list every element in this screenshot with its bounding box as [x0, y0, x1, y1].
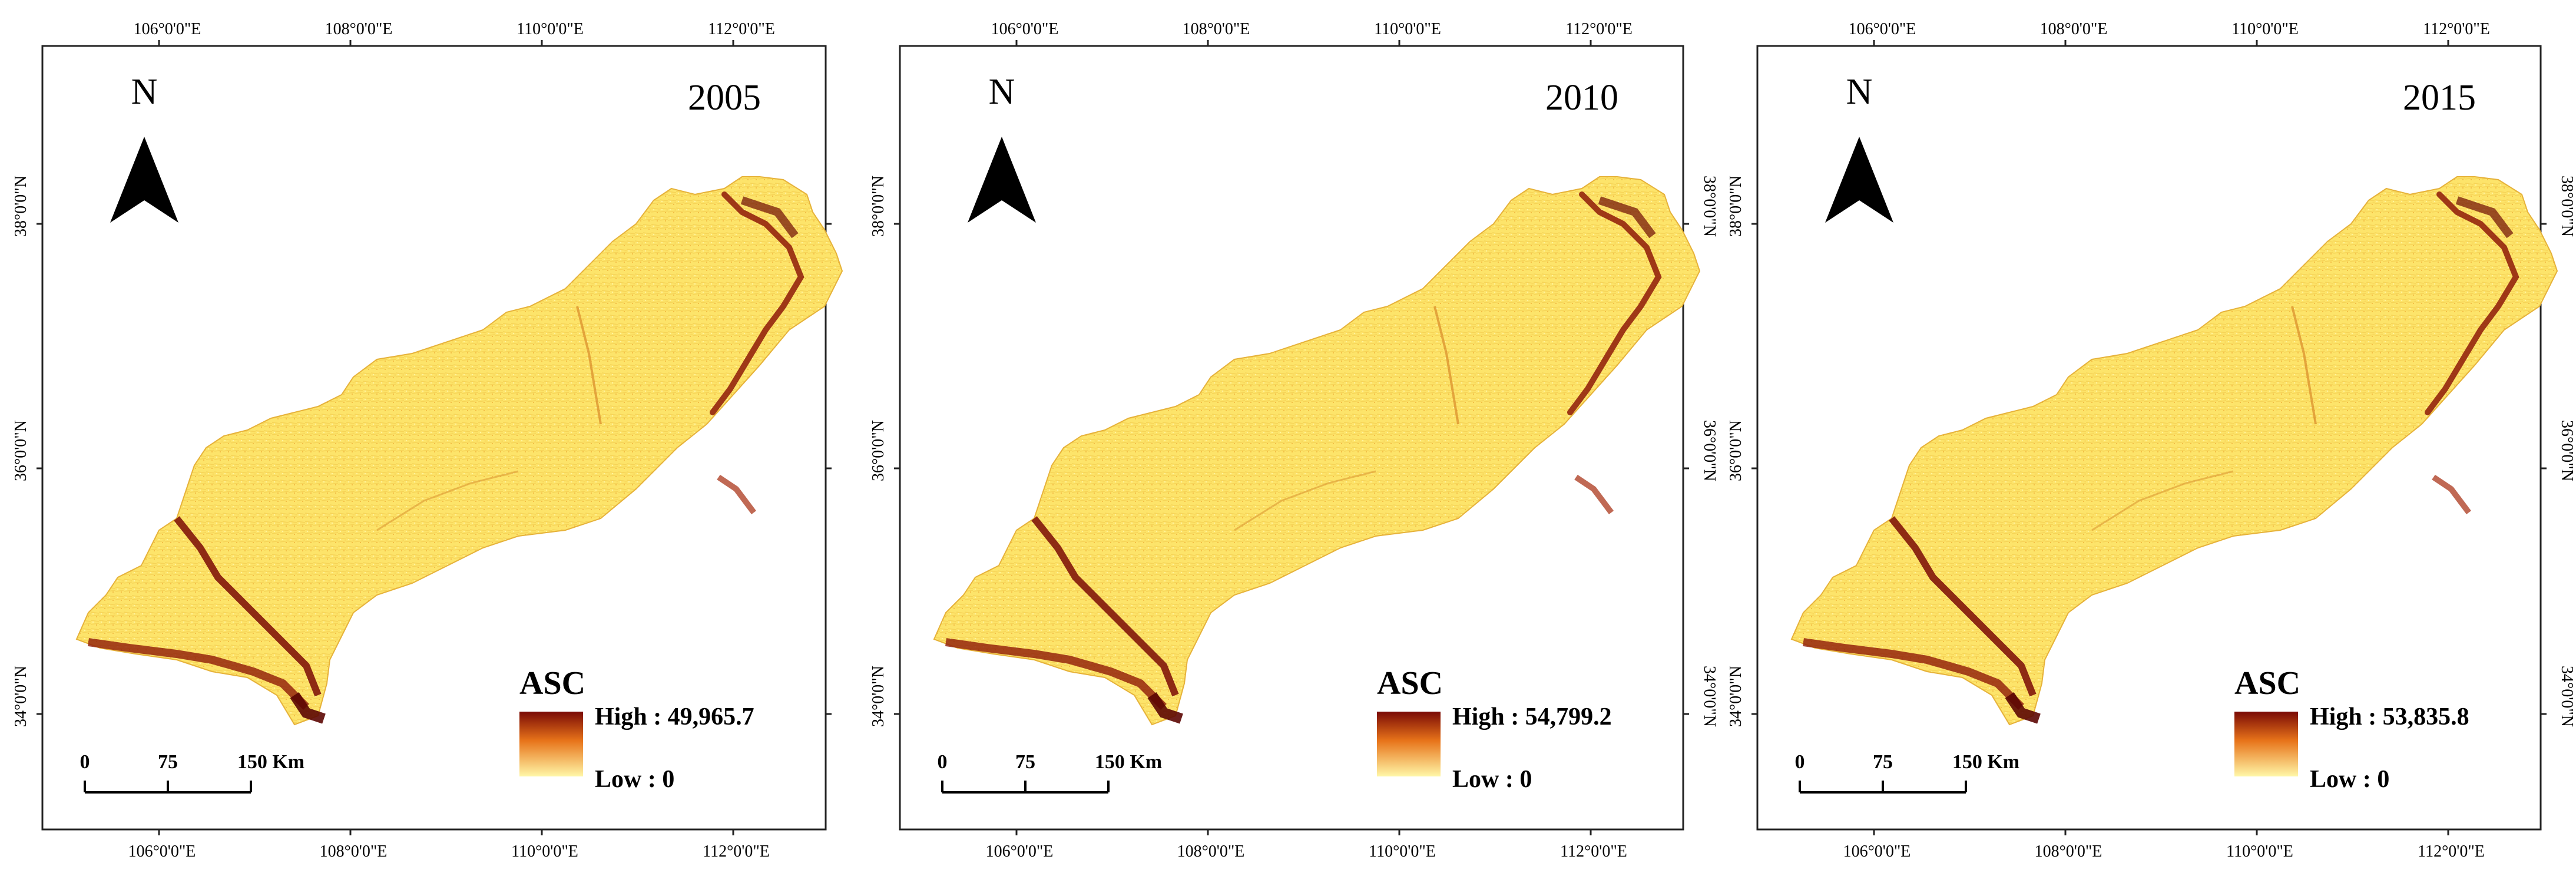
legend-high-label: High : 53,835.8 — [2310, 703, 2469, 730]
scale-bar: 0 75 150 Km — [938, 751, 1162, 794]
lon-label-bottom: 106°0'0"E — [128, 842, 196, 861]
legend-color-ramp — [1377, 712, 1441, 776]
year-label: 2015 — [2403, 78, 2476, 118]
lon-label-top: 110°0'0"E — [516, 20, 584, 38]
lat-label-left: 34°0'0"N — [1727, 666, 1745, 727]
scale-tick-label: 75 — [1873, 751, 1893, 773]
legend-high-label: High : 54,799.2 — [1452, 703, 1612, 730]
lat-label-left: 38°0'0"N — [12, 176, 30, 237]
lon-label-top: 110°0'0"E — [2231, 20, 2299, 38]
lon-label-bottom: 108°0'0"E — [320, 842, 388, 861]
legend-high-label: High : 49,965.7 — [595, 703, 754, 730]
north-arrow-icon — [968, 137, 1036, 223]
lon-label-top: 108°0'0"E — [2040, 20, 2108, 38]
lon-label-bottom: 108°0'0"E — [1177, 842, 1245, 861]
map-panel-2005: 106°0'0"E 106°0'0"E 108°0'0"E 108°0'0"E 110°… — [12, 20, 842, 861]
north-label: N — [1846, 72, 1873, 112]
lon-label-top: 110°0'0"E — [1374, 20, 1441, 38]
legend-color-ramp — [2234, 712, 2298, 776]
lon-label-bottom: 106°0'0"E — [1843, 842, 1911, 861]
lat-label-left: 36°0'0"N — [12, 420, 30, 481]
lon-label-top: 112°0'0"E — [2423, 20, 2490, 38]
scale-tick-label: 150 Km — [237, 751, 304, 773]
year-label: 2010 — [1545, 78, 1618, 118]
legend-color-ramp — [519, 712, 583, 776]
lon-label-bottom: 110°0'0"E — [2226, 842, 2293, 861]
scale-tick-label: 0 — [1795, 751, 1805, 773]
lon-label-top: 112°0'0"E — [708, 20, 775, 38]
scale-tick-label: 75 — [1015, 751, 1035, 773]
north-arrow-icon — [1825, 137, 1893, 223]
lat-label-left: 38°0'0"N — [869, 176, 888, 237]
lat-label-left: 34°0'0"N — [12, 666, 30, 727]
legend-title: ASC — [519, 665, 585, 702]
legend: ASC High : 53,835.8 Low : 0 — [2234, 665, 2469, 793]
legend: ASC High : 54,799.2 Low : 0 — [1377, 665, 1612, 793]
legend-title: ASC — [1377, 665, 1443, 702]
north-arrow-icon — [110, 137, 178, 223]
scale-bar: 0 75 150 Km — [80, 751, 304, 794]
lon-label-bottom: 112°0'0"E — [2418, 842, 2485, 861]
scale-tick-label: 75 — [158, 751, 178, 773]
lon-label-top: 108°0'0"E — [1183, 20, 1250, 38]
lon-label-bottom: 112°0'0"E — [1560, 842, 1627, 861]
scale-bar: 0 75 150 Km — [1795, 751, 2019, 794]
lat-label-left: 34°0'0"N — [869, 666, 888, 727]
lat-label-right: 36°0'0"N — [2558, 420, 2576, 481]
lon-label-bottom: 108°0'0"E — [2035, 842, 2102, 861]
map-panel-2010: 106°0'0"E 106°0'0"E 108°0'0"E 108°0'0"E 110°… — [869, 20, 1719, 861]
scale-tick-label: 0 — [938, 751, 948, 773]
map-panel-2015: 106°0'0"E 106°0'0"E 108°0'0"E 108°0'0"E 110°… — [1727, 20, 2576, 861]
legend-low-label: Low : 0 — [595, 766, 674, 793]
legend-low-label: Low : 0 — [1452, 766, 1532, 793]
north-label: N — [989, 72, 1015, 112]
lon-label-bottom: 110°0'0"E — [511, 842, 578, 861]
scale-tick-label: 150 Km — [1952, 751, 2019, 773]
lon-label-top: 106°0'0"E — [134, 20, 201, 38]
lat-label-right: 34°0'0"N — [1700, 666, 1719, 727]
lon-label-bottom: 112°0'0"E — [703, 842, 770, 861]
lon-label-top: 106°0'0"E — [1849, 20, 1916, 38]
lat-label-left: 36°0'0"N — [869, 420, 888, 481]
lon-label-top: 106°0'0"E — [991, 20, 1059, 38]
lon-label-top: 112°0'0"E — [1565, 20, 1633, 38]
lon-label-bottom: 110°0'0"E — [1369, 842, 1436, 861]
scale-tick-label: 150 Km — [1095, 751, 1162, 773]
lat-label-right: 38°0'0"N — [1700, 176, 1719, 237]
scale-tick-label: 0 — [80, 751, 90, 773]
north-label: N — [131, 72, 158, 112]
legend-low-label: Low : 0 — [2310, 766, 2389, 793]
lat-label-left: 36°0'0"N — [1727, 420, 1745, 481]
lat-label-left: 38°0'0"N — [1727, 176, 1745, 237]
year-label: 2005 — [688, 78, 761, 118]
lon-label-bottom: 106°0'0"E — [986, 842, 1054, 861]
lat-label-right: 34°0'0"N — [2558, 666, 2576, 727]
legend-title: ASC — [2234, 665, 2300, 702]
legend: ASC High : 49,965.7 Low : 0 — [519, 665, 754, 793]
lon-label-top: 108°0'0"E — [325, 20, 393, 38]
lat-label-right: 38°0'0"N — [2558, 176, 2576, 237]
lat-label-right: 36°0'0"N — [1700, 420, 1719, 481]
